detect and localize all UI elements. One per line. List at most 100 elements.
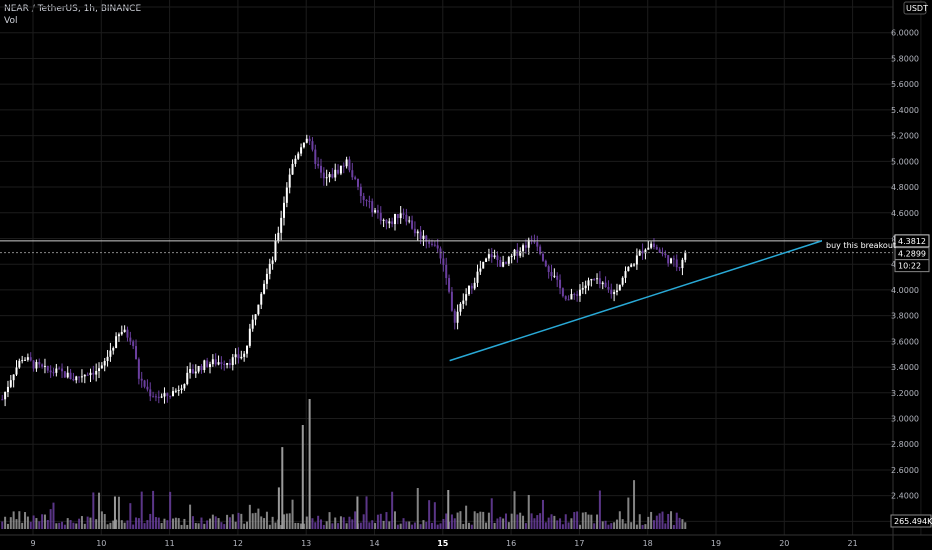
breakout-price-tag-box (894, 234, 930, 248)
time-tick-label: 10 (96, 539, 106, 548)
volume-bar (328, 512, 331, 529)
candle-body (522, 245, 525, 252)
candle-body (621, 277, 624, 285)
volume-bar (291, 499, 294, 529)
volume-bar (331, 523, 334, 529)
candle-body (667, 255, 670, 264)
volume-bar (416, 487, 419, 529)
volume-bar (487, 512, 490, 529)
volume-bar (78, 518, 81, 529)
volume-bar (536, 515, 539, 529)
candle-body (499, 260, 502, 267)
candle-body (1, 399, 4, 401)
candle-body (533, 241, 536, 243)
candle-body (163, 393, 166, 397)
price-tick-label: 5.6000 (891, 80, 919, 89)
price-axis[interactable]: 66.00005.80005.60005.40005.20005.00004.8… (891, 3, 919, 526)
candle-body (467, 285, 470, 295)
candle-body (348, 159, 351, 171)
candle-body (123, 329, 126, 333)
time-tick-label: 9 (30, 539, 35, 548)
candle-body (593, 278, 596, 280)
time-axis[interactable]: 9 10 11 12 13 14 15 16 17 18 19 20 21 (30, 539, 857, 548)
candle-body (35, 362, 38, 369)
candle-body (590, 278, 593, 281)
candle-body (217, 362, 220, 365)
volume-bar (154, 517, 157, 529)
currency-badge-box (903, 1, 927, 15)
volume-bar (430, 522, 433, 529)
volume-bar (550, 514, 553, 529)
candle-body (126, 329, 129, 338)
volume-bar (217, 518, 220, 529)
candle-body (251, 319, 254, 329)
ascending-trendline[interactable] (449, 239, 826, 362)
candle-body (257, 304, 260, 315)
candle-body (169, 395, 172, 397)
volume-bar (319, 519, 322, 529)
candle-body (598, 278, 601, 285)
candle-body (513, 249, 516, 256)
candle-body (507, 257, 510, 264)
price-tick-label: 3.2000 (891, 389, 919, 398)
candle-body (305, 138, 308, 143)
candle-body (604, 282, 607, 287)
candle-body (490, 254, 493, 258)
volume-bar (462, 523, 465, 529)
candle-body (294, 158, 297, 164)
volume-bar (647, 516, 650, 529)
volume-bar (567, 522, 570, 529)
annotation-bg (822, 238, 892, 251)
candle-body (482, 261, 485, 269)
volume-bar (311, 518, 314, 529)
candle-body (337, 169, 340, 174)
volume-bar (177, 518, 180, 529)
candle-body (319, 165, 322, 173)
candle-body (277, 232, 280, 241)
price-tick-label: 5.0000 (891, 157, 919, 166)
candle-body (675, 259, 678, 268)
candle-body (524, 245, 527, 248)
candle-body (613, 292, 616, 295)
volume-bar (598, 490, 601, 529)
volume-bar (69, 520, 72, 529)
volume-bar (445, 513, 448, 529)
volume-bar (240, 513, 243, 529)
candle-body (240, 356, 243, 359)
candle-body (132, 341, 135, 347)
volume-bar (254, 512, 257, 529)
volume-bar (1, 521, 4, 529)
candle-body (135, 346, 138, 360)
volume-bar (527, 494, 530, 529)
candle-body (78, 376, 81, 378)
volume-bar (681, 519, 684, 529)
candle-body (519, 251, 522, 256)
candle-body (567, 299, 570, 301)
volume-bar (510, 513, 513, 529)
candle-body (578, 289, 581, 296)
volume-bar (117, 496, 120, 529)
volume-bar (55, 523, 58, 529)
candle-body (672, 258, 675, 260)
volume-bar (112, 520, 115, 529)
candle-body (280, 217, 283, 233)
candle-body (200, 366, 203, 370)
volume-bar (590, 514, 593, 529)
candle-body (24, 359, 27, 361)
currency-badge[interactable]: USDT (903, 1, 928, 15)
volume-legend: Vol (4, 16, 18, 26)
candle-body (547, 266, 550, 273)
volume-bar (371, 520, 374, 529)
volume-tag-box (890, 514, 932, 528)
candle-body (157, 396, 160, 398)
candle-body (479, 268, 482, 272)
candle-body (365, 199, 368, 201)
volume-bar (297, 522, 300, 529)
candle-body (285, 187, 288, 203)
volume-bar (354, 511, 357, 529)
time-tick-label: 21 (848, 539, 858, 548)
volume-bar (115, 519, 118, 529)
candle-body (396, 214, 399, 219)
